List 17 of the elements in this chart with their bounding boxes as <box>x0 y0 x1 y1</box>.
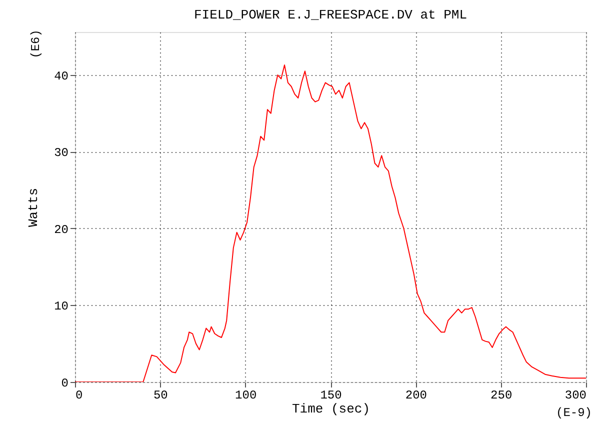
x-tick-label: 150 <box>320 388 342 402</box>
x-tick-label: 250 <box>490 388 512 402</box>
y-axis-title: Watts <box>26 188 42 228</box>
text: (E-9) <box>556 406 592 420</box>
chart-title: FIELD_POWER E.J_FREESPACE.DV at PML <box>194 8 468 23</box>
x-tick-label: 200 <box>405 388 427 402</box>
x-tick-label: 300 <box>564 388 586 402</box>
y-tick-label: 40 <box>54 69 68 84</box>
x-tick-label: 50 <box>153 388 168 402</box>
x-tick-label: 100 <box>235 388 257 402</box>
text: (E6) <box>29 30 43 58</box>
x-axis-title: Time (sec) <box>292 402 370 416</box>
y-tick-label: 10 <box>54 300 68 314</box>
y-tick-label: 20 <box>54 222 68 237</box>
x-tick-label: 0 <box>76 388 83 402</box>
y-tick-label: 30 <box>54 146 68 160</box>
y-tick-label: 0 <box>61 376 68 390</box>
